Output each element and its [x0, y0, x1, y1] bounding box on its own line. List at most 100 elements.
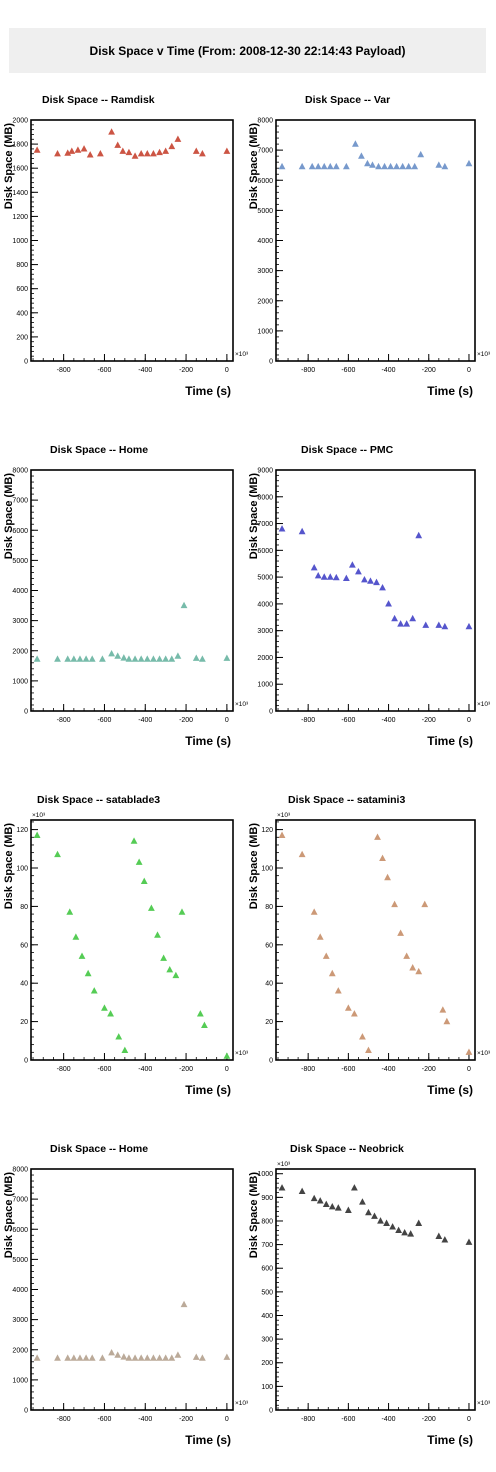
y-tick-label: 2000	[257, 655, 273, 662]
y-tick-label: 40	[20, 981, 28, 988]
data-point	[64, 1354, 72, 1361]
chart-panel-4: Disk Space -- PMC 0 1000 2000 3000 4000 5000 60…	[248, 444, 491, 748]
data-point	[180, 1300, 188, 1308]
data-point	[178, 908, 186, 915]
data-point	[72, 933, 80, 940]
y-tick-label: 3000	[12, 618, 28, 625]
data-point	[403, 620, 411, 627]
x-tick-label: -600	[341, 367, 355, 374]
plot-frame	[30, 469, 234, 712]
data-point	[143, 149, 151, 157]
data-point	[441, 1236, 449, 1243]
data-point	[78, 952, 86, 959]
data-point	[365, 1208, 372, 1216]
data-point	[84, 969, 92, 977]
data-point	[316, 933, 324, 940]
data-point	[54, 655, 61, 662]
chart-title: Disk Space -- satablade3	[37, 794, 160, 806]
data-point	[90, 987, 98, 994]
data-point	[379, 584, 386, 591]
y-axis-label: Disk Space (MB)	[248, 473, 260, 560]
data-point	[355, 567, 362, 575]
plot-frame	[30, 1168, 234, 1411]
data-point	[465, 159, 473, 167]
data-point	[465, 1238, 473, 1245]
data-point	[401, 1228, 409, 1236]
y-tick-label: 5000	[257, 208, 273, 215]
x-tick-label: -400	[382, 717, 396, 724]
x-tick-label: -800	[57, 1416, 71, 1423]
data-point	[377, 1217, 384, 1224]
data-point	[125, 1354, 133, 1361]
x-tick-label: 0	[225, 717, 229, 724]
x-tick-label: 0	[467, 1066, 471, 1073]
x-tick-label: -400	[382, 367, 396, 374]
data-point	[411, 162, 419, 170]
data-point	[435, 1232, 443, 1239]
plot-frame	[275, 119, 476, 362]
data-point	[70, 1354, 78, 1361]
data-point	[114, 652, 122, 659]
x-axis-label: Time (s)	[427, 384, 473, 398]
data-point	[435, 161, 443, 168]
data-point	[88, 1354, 96, 1361]
chart-panel-2: Disk Space -- Var 0 1000 2000 3000 4000 5000 60…	[248, 94, 491, 398]
data-point	[348, 561, 356, 568]
y-tick-label: 1600	[12, 166, 28, 173]
data-point	[383, 1219, 390, 1226]
data-point	[108, 1348, 115, 1356]
data-point	[192, 1353, 200, 1360]
data-point	[409, 964, 417, 971]
data-point	[322, 1200, 330, 1208]
y-tick-label: 1000	[12, 1377, 28, 1384]
y-tick-label: 0	[24, 1408, 28, 1415]
x-tick-label: -800	[57, 367, 71, 374]
y-tick-label: 800	[16, 262, 28, 269]
y-tick-label: 1000	[257, 328, 273, 335]
y-tick-label: 2000	[12, 1347, 28, 1354]
x-tick-label: -200	[422, 1416, 436, 1423]
data-point	[143, 655, 151, 662]
y-tick-label: 400	[16, 310, 28, 317]
data-point	[107, 1010, 114, 1017]
x-multiplier: ×10³	[477, 1050, 491, 1057]
chart-panel-5: Disk Space -- satablade3 0 20 40 60 80 100 120 -…	[3, 794, 249, 1097]
data-point	[147, 904, 155, 911]
data-point	[154, 931, 161, 938]
data-point	[162, 655, 170, 662]
data-point	[86, 151, 94, 158]
y-tick-label: 100	[261, 1384, 273, 1391]
data-point	[344, 1206, 352, 1213]
data-point	[441, 622, 449, 630]
y-tick-label: 40	[265, 981, 273, 988]
y-tick-label: 800	[261, 1218, 273, 1225]
data-point	[316, 1197, 324, 1204]
data-point	[121, 1046, 129, 1053]
y-tick-label: 400	[261, 1313, 273, 1320]
y-tick-label: 900	[261, 1195, 273, 1202]
data-point	[82, 655, 90, 662]
x-multiplier: ×10³	[477, 701, 491, 708]
y-tick-label: 3000	[257, 268, 273, 275]
x-tick-label: 0	[467, 717, 471, 724]
data-point	[101, 1004, 108, 1011]
y-tick-label: 200	[16, 334, 28, 341]
page-title-banner: Disk Space v Time (From: 2008-12-30 22:1…	[9, 28, 486, 73]
data-point	[415, 967, 423, 975]
data-point	[397, 620, 405, 627]
plot-frame	[275, 1168, 476, 1411]
y-axis-label: Disk Space (MB)	[248, 1172, 260, 1259]
data-point	[64, 655, 72, 662]
y-tick-label: 120	[261, 827, 273, 834]
data-point	[137, 1354, 145, 1361]
data-point	[99, 1354, 106, 1361]
data-point	[373, 578, 380, 586]
data-point	[54, 149, 61, 157]
data-point	[326, 162, 334, 170]
data-point	[328, 1203, 336, 1210]
data-point	[334, 987, 342, 994]
y-tick-label: 0	[24, 359, 28, 366]
y-tick-label: 0	[24, 1058, 28, 1065]
data-point	[54, 1354, 61, 1361]
